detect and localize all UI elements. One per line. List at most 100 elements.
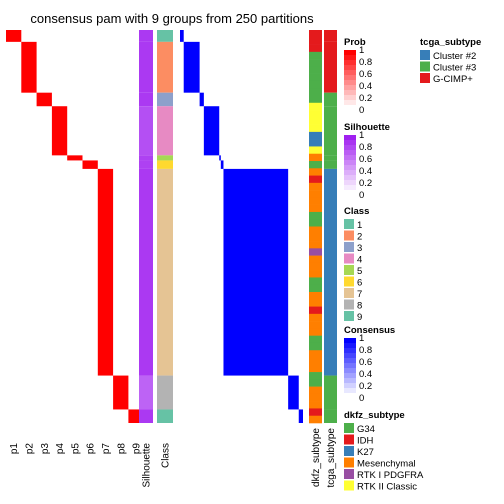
dkfz-cell <box>309 342 322 351</box>
consensus-legend-tick: 0.6 <box>359 357 372 368</box>
class-cell <box>157 155 173 161</box>
class-legend-label: 9 <box>357 312 362 323</box>
dkfz-legend-swatch <box>344 469 354 479</box>
dkfz-cell <box>309 168 322 176</box>
dkfz-cell <box>309 175 322 184</box>
dkfz-cell <box>309 379 322 387</box>
silhouette-legend-tick: 0.2 <box>359 178 372 189</box>
class-legend-swatch <box>344 230 354 241</box>
prob-legend-gradient-step <box>344 50 356 56</box>
prob-legend-tick: 0.4 <box>359 81 372 92</box>
consensus-legend-tick: 0.4 <box>359 369 372 380</box>
tcga-legend-swatch <box>420 61 430 72</box>
dkfz-legend-label: K27 <box>357 447 374 458</box>
dkfz-cell <box>309 270 322 278</box>
silhouette-legend-gradient-step <box>344 135 356 141</box>
dkfz-cell <box>309 219 322 227</box>
consensus-legend-gradient-step <box>344 393 356 399</box>
prob-legend-gradient-step <box>344 70 356 76</box>
dkfz-cell <box>309 262 322 271</box>
dkfz-cell <box>309 306 322 315</box>
dkfz-cell <box>309 131 322 140</box>
consensus-legend-gradient-step <box>344 343 356 349</box>
consensus-legend-gradient-step <box>344 353 356 359</box>
silhouette-cell <box>139 409 153 423</box>
class-legend-title: Class <box>344 206 369 217</box>
silhouette-legend-gradient-step <box>344 170 356 176</box>
prob-legend-gradient-step <box>344 105 356 111</box>
silhouette-legend-gradient-step <box>344 175 356 181</box>
membership-column-label: p7 <box>101 443 112 455</box>
consensus-legend-tick: 0 <box>359 393 364 404</box>
dkfz-cell <box>309 88 322 96</box>
dkfz-legend-swatch <box>344 446 354 456</box>
silhouette-cell <box>139 106 153 156</box>
dkfz-cell <box>309 284 322 293</box>
prob-legend-gradient-step <box>344 75 356 81</box>
dkfz-cell <box>309 211 322 220</box>
membership-column-label: p2 <box>24 443 35 455</box>
dkfz-cell <box>309 357 322 366</box>
tcga-cell <box>324 160 337 169</box>
consensus-block <box>183 41 200 93</box>
prob-legend-tick: 0.6 <box>359 69 372 80</box>
tcga-cell <box>324 30 337 42</box>
dkfz-cell <box>309 393 322 402</box>
prob-legend-gradient-step <box>344 60 356 66</box>
silhouette-cell <box>139 30 153 42</box>
consensus-legend-gradient-step <box>344 383 356 389</box>
dkfz-cell <box>309 59 322 67</box>
dkfz-cell <box>309 197 322 205</box>
consensus-legend-gradient-step <box>344 358 356 364</box>
dkfz-legend-label: RTK I PDGFRA <box>357 470 424 481</box>
dkfz-cell <box>309 190 322 198</box>
dkfz-cell <box>309 146 322 155</box>
dkfz-legend-label: Mesenchymal <box>357 459 416 470</box>
class-cell <box>157 41 173 93</box>
class-cell <box>157 30 173 42</box>
silhouette-legend-tick: 1 <box>359 130 364 141</box>
dkfz-legend-label: IDH <box>357 436 374 447</box>
dkfz-cell <box>309 401 322 409</box>
consensus-legend-gradient-step <box>344 363 356 369</box>
dkfz-cell <box>309 44 322 53</box>
dkfz-cell <box>309 321 322 329</box>
class-legend-label: 4 <box>357 255 362 266</box>
silhouette-cell <box>139 375 153 410</box>
membership-column-label: p4 <box>55 443 66 455</box>
dkfz-cell <box>309 161 322 169</box>
silhouette-legend-gradient-step <box>344 155 356 161</box>
dkfz-cell <box>309 117 322 125</box>
tcga-cell <box>324 155 337 161</box>
annotation-axis-label: tcga_subtype <box>326 428 337 488</box>
dkfz-cell <box>309 80 322 89</box>
membership-column-label: p1 <box>9 443 20 455</box>
consensus-legend-gradient-step <box>344 388 356 394</box>
dkfz-cell <box>309 372 322 380</box>
dkfz-cell <box>309 328 322 336</box>
dkfz-cell <box>309 204 322 213</box>
dkfz-cell <box>309 241 322 249</box>
tcga-legend-label: Cluster #3 <box>433 63 476 74</box>
prob-legend-gradient-step <box>344 90 356 96</box>
prob-legend-gradient-step <box>344 80 356 86</box>
tcga-cell <box>324 41 337 93</box>
dkfz-cell <box>309 299 322 307</box>
dkfz-legend-swatch <box>344 457 354 468</box>
tcga-legend-label: G-CIMP+ <box>433 74 473 85</box>
silhouette-legend-tick: 0 <box>359 190 364 201</box>
dkfz-cell <box>309 350 322 358</box>
dkfz-cell <box>309 386 322 395</box>
tcga-cell <box>324 168 337 376</box>
class-legend-label: 8 <box>357 301 362 312</box>
silhouette-legend-gradient-step <box>344 180 356 186</box>
dkfz-cell <box>309 124 322 133</box>
consensus-block <box>203 106 220 156</box>
dkfz-cell <box>309 110 322 118</box>
dkfz-cell <box>309 139 322 147</box>
class-legend-label: 5 <box>357 266 362 277</box>
membership-cell <box>36 92 52 107</box>
silhouette-legend-gradient-step <box>344 165 356 171</box>
dkfz-cell <box>309 226 322 235</box>
consensus-block <box>220 160 224 169</box>
